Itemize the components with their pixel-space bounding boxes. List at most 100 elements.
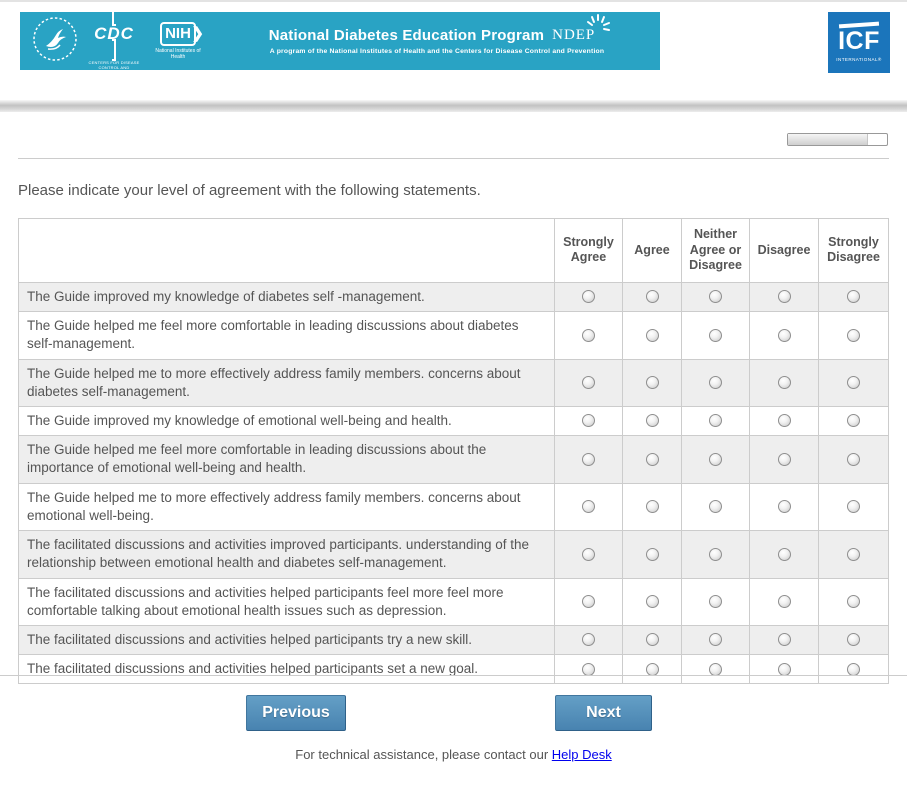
radio-cell	[622, 405, 682, 437]
radio-cell	[554, 577, 623, 626]
radio-cell	[749, 624, 819, 656]
table-row: The Guide improved my knowledge of diabe…	[18, 281, 889, 313]
radio-r5-c2[interactable]	[709, 500, 722, 514]
radio-cell	[818, 435, 889, 484]
radio-r3-c2[interactable]	[709, 414, 722, 428]
statements-body: The Guide improved my knowledge of diabe…	[18, 281, 889, 685]
radio-cell	[749, 311, 819, 360]
radio-r7-c1[interactable]	[645, 594, 659, 608]
hhs-eagle-icon	[32, 16, 78, 67]
radio-r3-c0[interactable]	[582, 414, 595, 428]
progress-bar-fill	[788, 134, 869, 145]
next-button[interactable]: Next	[555, 695, 652, 731]
radio-r1-c4[interactable]	[847, 328, 860, 342]
radio-cell	[622, 482, 682, 532]
radio-cell	[554, 530, 623, 579]
radio-r4-c0[interactable]	[582, 452, 595, 466]
radio-r8-c3[interactable]	[777, 633, 791, 647]
radio-r4-c2[interactable]	[709, 452, 722, 466]
radio-r8-c2[interactable]	[709, 633, 722, 647]
radio-cell	[554, 624, 623, 656]
radio-r3-c1[interactable]	[645, 414, 659, 428]
radio-r9-c2[interactable]	[709, 662, 722, 676]
radio-r4-c3[interactable]	[777, 452, 791, 466]
radio-r0-c0[interactable]	[582, 290, 595, 304]
radio-r7-c4[interactable]	[847, 594, 860, 608]
radio-r9-c0[interactable]	[582, 662, 595, 676]
nih-label: NIH	[165, 25, 191, 42]
radio-r7-c0[interactable]	[582, 594, 595, 608]
radio-r4-c1[interactable]	[645, 452, 659, 466]
header-row: Strongly Agree Agree Neither Agree or Di…	[18, 218, 889, 283]
radio-r9-c1[interactable]	[645, 662, 659, 676]
radio-r6-c0[interactable]	[582, 547, 595, 561]
column-header-strongly-agree: Strongly Agree	[554, 218, 623, 283]
statement-text: The facilitated discussions and activiti…	[18, 577, 555, 626]
radio-r3-c3[interactable]	[777, 414, 791, 428]
radio-r1-c3[interactable]	[777, 328, 791, 342]
help-desk-link[interactable]: Help Desk	[551, 747, 612, 762]
statement-text: The Guide improved my knowledge of emoti…	[18, 405, 555, 437]
nih-logo-icon: NIH ❯ National Institutes of Health	[150, 22, 206, 60]
radio-cell	[554, 311, 623, 360]
radio-r5-c3[interactable]	[777, 500, 791, 514]
radio-r2-c1[interactable]	[645, 376, 659, 390]
icf-label: ICF	[838, 27, 880, 55]
radio-cell	[749, 358, 819, 407]
previous-button[interactable]: Previous	[246, 695, 346, 731]
radio-r2-c0[interactable]	[582, 376, 595, 390]
radio-cell	[818, 624, 889, 656]
radio-r0-c4[interactable]	[847, 290, 860, 304]
radio-cell	[818, 654, 889, 685]
radio-r6-c4[interactable]	[847, 547, 860, 561]
statement-text: The Guide helped me feel more comfortabl…	[18, 311, 555, 360]
ndep-sunburst-icon: NDEP	[552, 14, 611, 44]
statement-text: The facilitated discussions and activiti…	[18, 530, 555, 579]
table-row: The Guide helped me to more effectively …	[18, 482, 889, 532]
radio-r5-c1[interactable]	[645, 500, 659, 514]
statement-column-header	[18, 218, 555, 283]
table-row: The Guide improved my knowledge of emoti…	[18, 405, 889, 437]
cdc-sublabel: CENTERS FOR DISEASE CONTROL AND PREVENTI…	[88, 60, 140, 75]
radio-cell	[818, 311, 889, 360]
radio-r2-c3[interactable]	[777, 376, 791, 390]
radio-cell	[749, 654, 819, 685]
radio-r7-c2[interactable]	[709, 594, 722, 608]
table-row: The Guide helped me feel more comfortabl…	[18, 311, 889, 360]
radio-r1-c1[interactable]	[645, 328, 659, 342]
divider	[0, 675, 907, 676]
radio-r7-c3[interactable]	[777, 594, 791, 608]
radio-r1-c0[interactable]	[582, 328, 595, 342]
radio-cell	[622, 530, 682, 579]
radio-r6-c2[interactable]	[709, 547, 722, 561]
radio-r5-c0[interactable]	[582, 500, 595, 514]
radio-r2-c2[interactable]	[709, 376, 722, 390]
radio-r9-c4[interactable]	[847, 662, 860, 676]
radio-r0-c2[interactable]	[709, 290, 722, 304]
radio-cell	[749, 281, 819, 313]
divider	[18, 158, 889, 159]
nih-sublabel: National Institutes of Health	[155, 48, 201, 60]
radio-r0-c3[interactable]	[777, 290, 791, 304]
radio-r4-c4[interactable]	[847, 452, 860, 466]
radio-cell	[622, 624, 682, 656]
radio-cell	[681, 654, 750, 685]
radio-r3-c4[interactable]	[847, 414, 860, 428]
radio-cell	[749, 577, 819, 626]
footer-assistance-text: For technical assistance, please contact…	[295, 747, 552, 762]
radio-r9-c3[interactable]	[777, 662, 791, 676]
radio-r8-c1[interactable]	[645, 633, 659, 647]
radio-r8-c4[interactable]	[847, 633, 860, 647]
radio-cell	[622, 435, 682, 484]
radio-r6-c1[interactable]	[645, 547, 659, 561]
banner-text: National Diabetes Education Program NDEP…	[206, 14, 660, 55]
ndep-banner: CDC CENTERS FOR DISEASE CONTROL AND PREV…	[20, 4, 660, 74]
radio-r8-c0[interactable]	[582, 633, 595, 647]
radio-cell	[818, 577, 889, 626]
radio-r5-c4[interactable]	[847, 500, 860, 514]
radio-r1-c2[interactable]	[709, 328, 722, 342]
radio-r0-c1[interactable]	[645, 290, 659, 304]
icf-international-logo: ICF INTERNATIONAL®	[828, 12, 890, 73]
radio-r2-c4[interactable]	[847, 376, 860, 390]
radio-r6-c3[interactable]	[777, 547, 791, 561]
